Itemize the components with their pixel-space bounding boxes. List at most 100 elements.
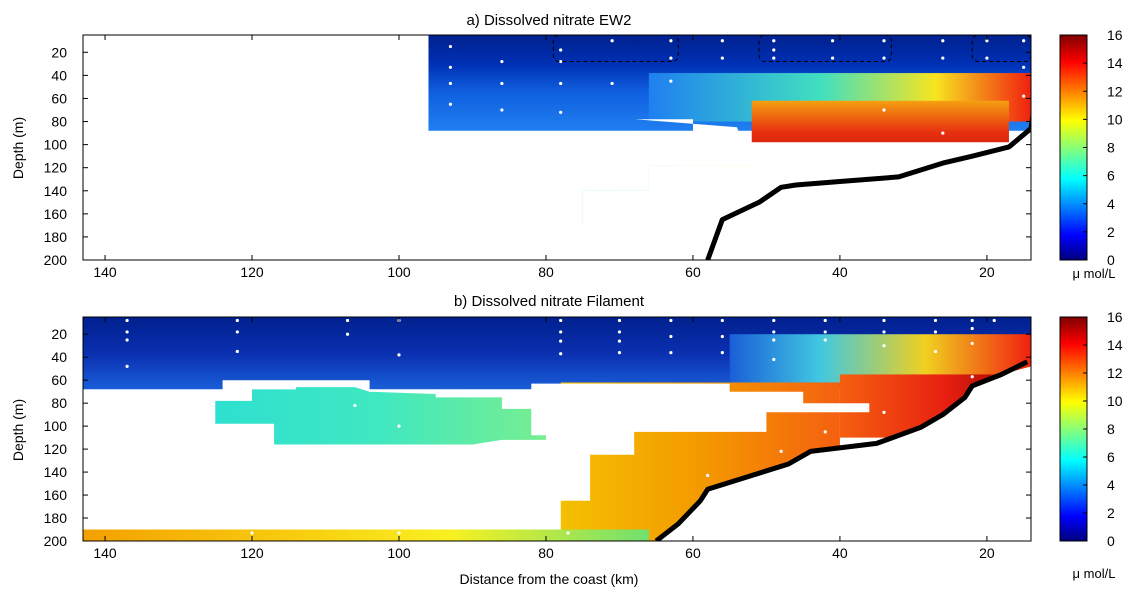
y-tick-label: 180 <box>44 229 68 245</box>
y-tick-label: 160 <box>44 206 68 222</box>
x-tick-label: 60 <box>685 545 701 561</box>
sample-point <box>772 39 776 43</box>
colorbar-tick-label: 16 <box>1107 27 1123 43</box>
panel-a-title: a) Dissolved nitrate EW2 <box>466 12 631 29</box>
sample-point <box>970 375 974 379</box>
panel-a-ylabel: Depth (m) <box>10 117 26 179</box>
x-tick-label: 60 <box>685 264 701 280</box>
sample-point <box>559 252 563 256</box>
nitrate-patch <box>215 387 547 445</box>
y-tick-label: 100 <box>44 137 68 153</box>
sample-point <box>397 531 401 535</box>
sample-point <box>559 48 563 52</box>
panel-b-colorbar-unit: μ mol/L <box>1073 566 1116 581</box>
colorbar-tick-label: 0 <box>1107 533 1115 549</box>
colorbar-tick-label: 12 <box>1107 83 1123 99</box>
sample-point <box>933 318 938 323</box>
sample-point <box>617 330 622 334</box>
plot-area <box>83 35 1031 260</box>
sample-point <box>617 318 622 323</box>
colorbar-tick-label: 10 <box>1107 393 1123 409</box>
sample-point <box>125 318 129 323</box>
y-tick-label: 80 <box>51 395 67 411</box>
plot-frame <box>82 34 1032 261</box>
sample-point <box>500 108 504 112</box>
colorbar-tick-label: 16 <box>1107 309 1123 325</box>
colorbar-tick-label: 2 <box>1107 505 1115 521</box>
sample-point <box>559 110 563 114</box>
colorbar-tick-label: 6 <box>1107 168 1115 184</box>
panel-b: b) Dissolved nitrate Filament Depth (m) … <box>10 293 1123 587</box>
colorbar-tick-label: 8 <box>1107 140 1115 156</box>
sample-point <box>772 338 776 342</box>
sample-point <box>559 339 563 343</box>
sample-point <box>720 39 724 43</box>
panel-a-colorbar-unit: μ mol/L <box>1073 266 1116 281</box>
sample-point <box>669 334 673 339</box>
sample-point <box>353 403 357 408</box>
colorbar-tick-label: 10 <box>1107 111 1123 127</box>
colorbar-tick-label: 8 <box>1107 421 1115 437</box>
sample-point <box>970 341 974 346</box>
sample-point <box>448 65 453 69</box>
sample-point <box>706 473 710 478</box>
x-tick-label: 80 <box>538 264 554 280</box>
x-tick-label: 80 <box>538 545 554 561</box>
highlight-box <box>552 35 679 63</box>
sample-point <box>559 81 563 86</box>
sample-point <box>397 353 401 357</box>
colorbar-tick-label: 6 <box>1107 449 1115 465</box>
sample-point <box>933 349 938 354</box>
sample-point <box>772 318 776 323</box>
sample-point <box>448 102 453 106</box>
x-tick-label: 40 <box>832 545 848 561</box>
sample-point <box>933 330 938 334</box>
x-tick-label: 100 <box>387 264 411 280</box>
sample-point <box>823 338 827 342</box>
sample-point <box>882 344 886 348</box>
sample-point <box>669 56 673 60</box>
y-tick-label: 120 <box>44 160 68 176</box>
colorbar-tick-label: 4 <box>1107 196 1115 212</box>
sample-point <box>985 39 989 43</box>
y-tick-label: 20 <box>51 44 67 60</box>
y-tick-label: 40 <box>51 349 67 365</box>
y-tick-label: 160 <box>44 487 68 503</box>
sample-point <box>345 332 350 336</box>
sample-point <box>669 351 673 355</box>
sample-point <box>448 81 453 86</box>
sample-point <box>448 252 453 256</box>
sample-point <box>720 351 724 355</box>
sample-point <box>559 330 563 334</box>
plot-frame <box>82 316 1032 542</box>
colorbar <box>1059 316 1088 542</box>
colorbar <box>1059 34 1088 261</box>
sample-point <box>669 318 673 323</box>
sample-point <box>720 56 724 60</box>
no-data-mask <box>83 35 429 260</box>
panel-b-title: b) Dissolved nitrate Filament <box>454 293 645 310</box>
x-tick-label: 20 <box>979 264 995 280</box>
y-tick-label: 60 <box>51 90 67 106</box>
sample-point <box>941 131 945 135</box>
sample-point <box>125 338 129 342</box>
panel-b-ylabel: Depth (m) <box>10 399 26 461</box>
sample-point <box>772 56 776 60</box>
sample-point <box>823 318 827 323</box>
sample-point <box>559 318 563 323</box>
sample-point <box>882 108 886 112</box>
sample-point <box>992 318 996 323</box>
y-tick-label: 20 <box>51 326 67 342</box>
y-tick-label: 180 <box>44 510 68 526</box>
sample-point <box>823 330 827 334</box>
panel-b-xlabel: Distance from the coast (km) <box>460 571 639 587</box>
sample-point <box>882 56 886 60</box>
sample-point <box>772 330 776 334</box>
seafloor-area <box>656 366 1031 541</box>
sample-point <box>830 39 835 43</box>
sample-point <box>941 56 945 60</box>
sample-point <box>1022 94 1026 98</box>
sample-point <box>941 39 945 43</box>
x-tick-label: 120 <box>240 545 264 561</box>
sample-point <box>235 349 239 354</box>
